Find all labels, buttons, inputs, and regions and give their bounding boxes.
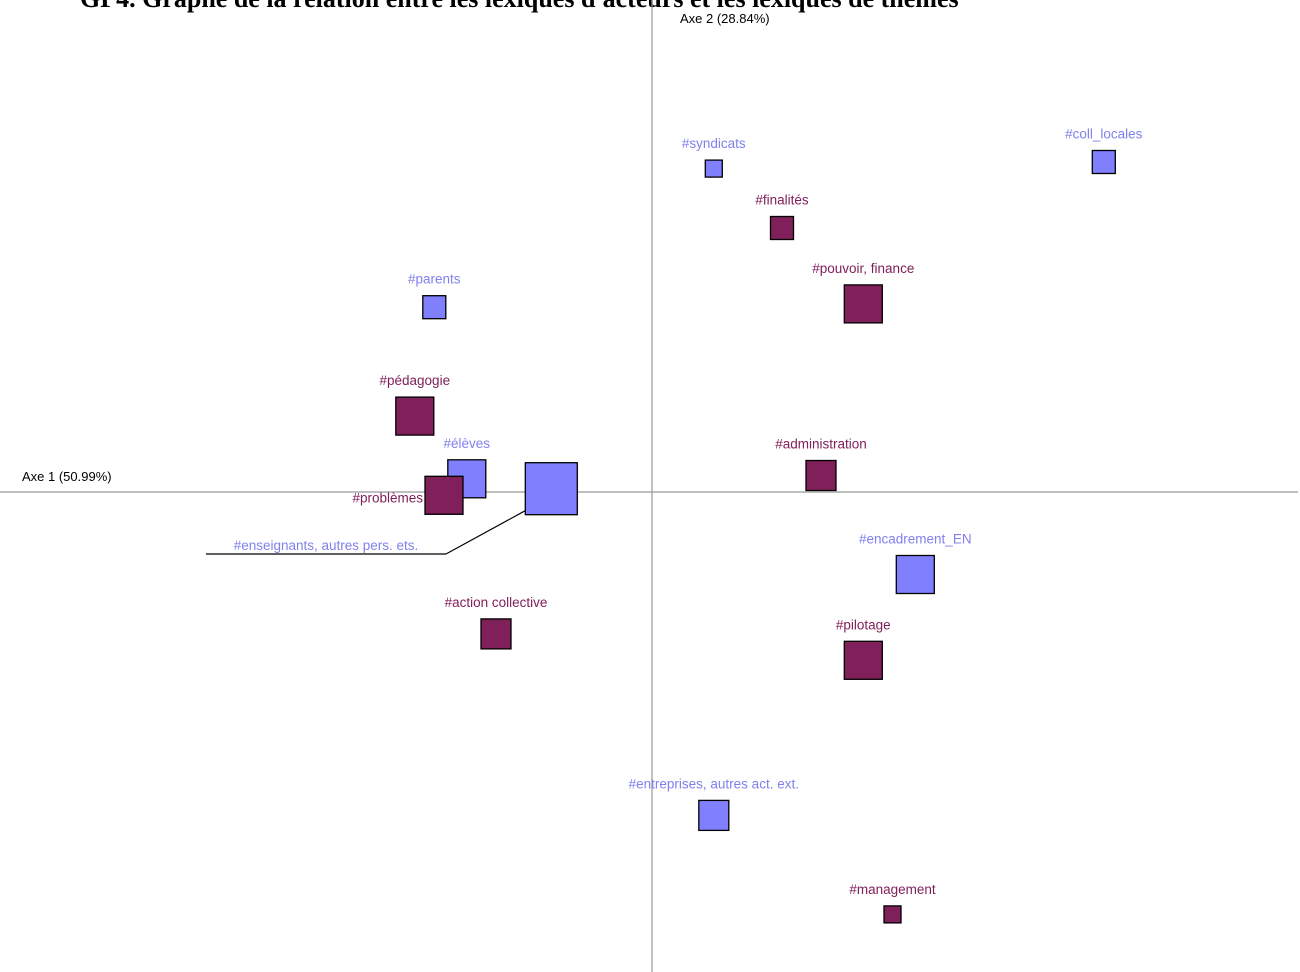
marker-acteurs-5 [895, 554, 935, 595]
marker-acteurs-6 [698, 799, 730, 832]
label-themes-0: #finalités [755, 193, 809, 208]
marker-themes-5 [480, 618, 512, 650]
data-marks: #syndicats #coll_locales #parents #élèves #e… [206, 127, 1143, 924]
marker-themes-7 [883, 905, 902, 924]
label-acteurs-0: #syndicats [682, 136, 746, 151]
marker-themes-1 [843, 284, 883, 324]
marker-themes-3 [805, 459, 837, 492]
marker-themes-4 [424, 475, 464, 515]
x-axis-label: Axe 1 (50.99%) [22, 469, 112, 484]
leader-line [445, 510, 526, 555]
marker-acteurs-2 [422, 295, 447, 320]
marker-themes-2 [395, 396, 435, 436]
marker-acteurs-1 [1091, 149, 1116, 175]
label-themes-4: #problèmes [352, 490, 423, 505]
label-themes-3: #administration [775, 437, 867, 452]
label-acteurs-5: #encadrement_EN [859, 532, 972, 547]
label-acteurs-2: #parents [408, 272, 461, 287]
label-acteurs-1: #coll_locales [1065, 127, 1143, 142]
label-acteurs-3: #élèves [444, 436, 491, 451]
label-acteurs-6: #entreprises, autres act. ext. [629, 776, 799, 791]
marker-acteurs-0 [704, 159, 723, 178]
label-themes-1: #pouvoir, finance [812, 261, 914, 276]
label-themes-5: #action collective [445, 595, 548, 610]
y-axis-label: Axe 2 (28.84%) [680, 11, 770, 26]
marker-themes-6 [843, 640, 883, 680]
label-themes-2: #pédagogie [380, 373, 451, 388]
label-themes-6: #pilotage [836, 617, 891, 632]
chart-title: GP4. Graphe de la relation entre les lex… [80, 0, 959, 14]
label-acteurs-4: #enseignants, autres pers. ets. [234, 538, 419, 553]
marker-acteurs-4 [524, 462, 578, 516]
label-themes-7: #management [849, 882, 936, 897]
marker-themes-0 [769, 215, 795, 241]
